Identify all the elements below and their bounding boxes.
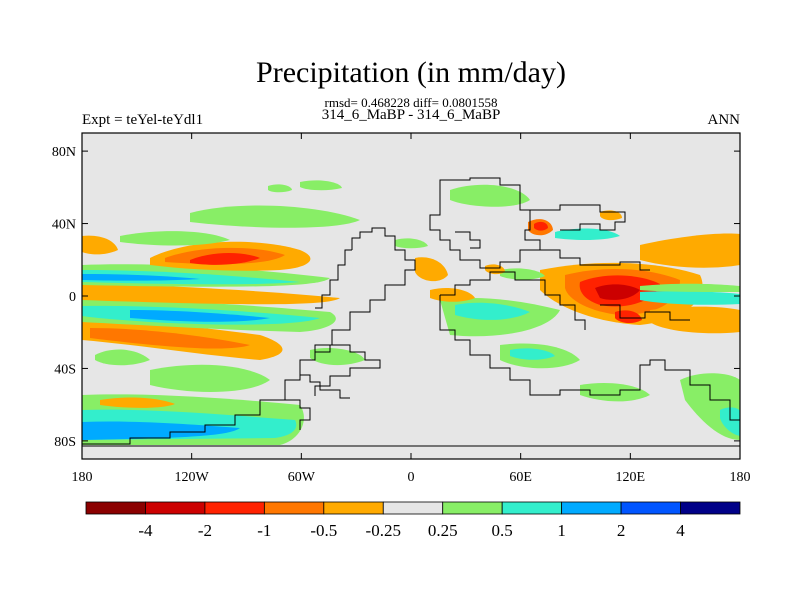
coast-americas-inner xyxy=(315,249,352,309)
colorbar-label: -0.25 xyxy=(366,521,401,540)
colorbar-label: 2 xyxy=(617,521,626,540)
coast-africa xyxy=(440,271,586,330)
n-green-band-2 xyxy=(120,231,230,246)
coast-australia xyxy=(600,304,690,321)
s-green-1 xyxy=(150,364,270,392)
mideast-green xyxy=(500,268,545,280)
x-tick-label: 120E xyxy=(616,470,646,485)
coast-north-island xyxy=(455,231,481,249)
coast-north-atlantic xyxy=(429,177,541,269)
colorbar-label: -0.5 xyxy=(310,521,337,540)
atlantic-orange xyxy=(415,257,448,282)
eq-orange-west xyxy=(82,283,340,305)
asia-orange-2 xyxy=(600,210,622,221)
coast-antarctica-2 xyxy=(275,399,311,430)
coast-africa-west xyxy=(439,295,740,421)
west-edge-orange xyxy=(82,235,118,255)
south-orange-patch xyxy=(100,397,175,408)
y-tick-label: 40S xyxy=(54,362,76,377)
s-trop-blue xyxy=(130,310,270,322)
epac-orange-south xyxy=(650,306,740,334)
epac-cyan-band xyxy=(640,291,740,305)
colorbar-swatch xyxy=(204,501,265,515)
colorbar-swatch xyxy=(620,501,681,515)
n-green-patch-1 xyxy=(268,184,292,193)
x-tick-label: 60E xyxy=(509,470,532,485)
colorbar: -4 -2 -1 -0.5 -0.25 0.25 0.5 1 2 4 xyxy=(85,501,741,540)
epac-green-band xyxy=(640,283,740,292)
colorbar-swatch xyxy=(442,501,503,515)
colorbar-label: -2 xyxy=(198,521,212,540)
colorbar-swatch xyxy=(680,501,741,515)
indian-cyan xyxy=(510,348,555,360)
coast-south-america xyxy=(300,344,381,396)
coast-americas xyxy=(82,227,416,445)
s-green-2 xyxy=(95,349,150,366)
colorbar-label: 0.5 xyxy=(492,521,513,540)
wpac-red-south xyxy=(615,310,642,324)
x-tick-label: 180 xyxy=(72,470,93,485)
x-tick-label: 0 xyxy=(408,470,415,485)
colorbar-swatch xyxy=(561,501,622,515)
precipitation-field xyxy=(82,180,740,445)
y-tick-label: 40N xyxy=(52,218,76,233)
colorbar-label: 1 xyxy=(557,521,566,540)
y-tick-label: 80S xyxy=(54,435,76,450)
europe-green-2 xyxy=(395,238,428,249)
y-tick-label: 80N xyxy=(52,145,76,160)
coast-antarctica-1 xyxy=(300,374,350,399)
south-ocean-blue xyxy=(82,421,240,440)
coast-asia xyxy=(540,249,650,271)
stats-line: rmsd= 0.468228 diff= 0.0801558 xyxy=(325,95,498,110)
colorbar-label: -1 xyxy=(257,521,271,540)
coast-europe-asia xyxy=(520,204,626,231)
x-tick-label: 120W xyxy=(175,470,210,485)
n-trop-cyan xyxy=(82,270,300,285)
left-label: Expt = teYel-teYdl1 xyxy=(82,112,203,128)
n-green-band-1 xyxy=(190,205,360,228)
epac-orange-north xyxy=(640,233,740,268)
x-tick-label: 180 xyxy=(730,470,751,485)
africa-cyan xyxy=(455,302,530,320)
x-tick-label: 60W xyxy=(288,470,316,485)
axes: 180 120W 60W 0 60E 120E 180 80N 40N 0 40S 80S xyxy=(52,133,751,485)
n-pacific-red xyxy=(190,253,260,265)
colorbar-swatch xyxy=(145,501,206,515)
colorbar-label: -4 xyxy=(138,521,153,540)
right-label: ANN xyxy=(708,112,741,128)
y-tick-label: 0 xyxy=(69,290,76,305)
n-green-patch-2 xyxy=(300,180,342,191)
s-africa-green xyxy=(580,383,650,402)
asia-cyan xyxy=(555,228,620,240)
europe-green xyxy=(450,184,530,207)
land-outline xyxy=(82,177,740,447)
colorbar-swatch xyxy=(501,501,563,515)
colorbar-swatch xyxy=(323,501,384,515)
colorbar-label: 4 xyxy=(676,521,685,540)
chart-title: Precipitation (in mm/day) xyxy=(256,56,566,89)
colorbar-swatch xyxy=(382,501,444,515)
colorbar-label: 0.25 xyxy=(428,521,458,540)
colorbar-swatch xyxy=(85,501,146,515)
chart-subtitle: 314_6_MaBP - 314_6_MaBP xyxy=(322,107,501,123)
wpac-dark-red xyxy=(595,284,640,300)
s-orange-pacific-2 xyxy=(90,328,250,349)
asia-red xyxy=(534,221,548,231)
n-trop-blue xyxy=(82,274,200,281)
colorbar-swatch xyxy=(263,501,325,515)
se-edge-cyan xyxy=(720,407,740,436)
